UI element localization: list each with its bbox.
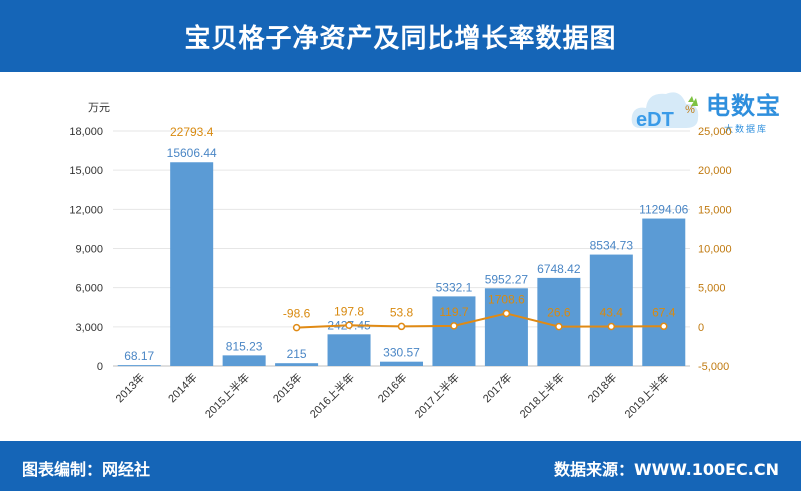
- y-tick-label: 15,000: [69, 165, 103, 177]
- bar-value-label: 8534.73: [590, 239, 634, 253]
- y-tick-label: 3,000: [75, 322, 103, 334]
- x-tick-label: 2016年: [375, 370, 410, 405]
- growth-value-label: -98.6: [283, 307, 311, 321]
- y2-tick-label: 0: [698, 322, 704, 334]
- growth-point: [450, 322, 458, 330]
- y2-tick-label: 20,000: [698, 165, 732, 177]
- bar: [379, 361, 424, 366]
- x-tick-label: 2015上半年: [202, 370, 253, 421]
- bar-value-label: 815.23: [226, 339, 263, 353]
- footer-source: 数据来源：WWW.100EC.CN: [553, 460, 779, 479]
- growth-point: [397, 322, 406, 331]
- bar-value-label: 11294.06: [639, 203, 688, 217]
- bar: [642, 218, 686, 366]
- cloud-icon: eDT: [631, 92, 699, 131]
- bar: [327, 334, 371, 366]
- y2-tick-label: 10,000: [698, 244, 732, 256]
- growth-line: [296, 312, 664, 329]
- x-tick-label: 2017上半年: [412, 370, 463, 421]
- y2-tick-label: 5,000: [698, 283, 726, 295]
- x-tick-label: 2015年: [270, 370, 305, 405]
- growth-value-label: 67.4: [652, 305, 676, 319]
- y2-axis-unit: %: [685, 104, 695, 116]
- bar: [432, 296, 476, 366]
- bar-value-label: 5952.27: [485, 272, 529, 286]
- footer-credit: 图表编制：网经社: [22, 460, 151, 479]
- growth-value-label: 119.7: [439, 305, 468, 319]
- bar-value-label: 68.17: [124, 349, 154, 363]
- x-tick-label: 2014年: [165, 370, 200, 405]
- x-tick-label: 2013年: [112, 370, 147, 405]
- bar: [484, 288, 528, 366]
- growth-point: [607, 322, 616, 331]
- bar-value-label: 15606.44: [167, 146, 217, 160]
- logo-brand: 电数宝: [706, 92, 781, 120]
- bar-value-label: 6748.42: [537, 262, 581, 276]
- chart-area: 18,000 15,000 12,000 9,000 6,000 3,000 0 25,000…: [69, 102, 732, 421]
- growth-value-label: 53.8: [390, 305, 414, 319]
- growth-value-label: 22793.4: [170, 125, 214, 139]
- y-tick-label: 0: [97, 361, 103, 373]
- bar: [117, 365, 161, 367]
- growth-point: [502, 309, 511, 318]
- x-tick-label: 2019上半年: [621, 370, 672, 421]
- y-tick-label: 9,000: [75, 244, 103, 256]
- y-tick-label: 6,000: [75, 283, 103, 295]
- chart-title: 宝贝格子净资产及同比增长率数据图: [0, 0, 801, 72]
- bar-value-label: 330.57: [383, 346, 420, 360]
- growth-point: [345, 321, 353, 330]
- bar: [222, 355, 266, 366]
- y2-tick-label: 15,000: [698, 204, 732, 216]
- x-tick-label: 2017年: [480, 370, 515, 405]
- y2-tick-label: -5,000: [698, 361, 729, 373]
- y-axis-unit: 万元: [88, 102, 110, 114]
- growth-value-label: 197.8: [334, 304, 364, 318]
- x-tick-label: 2018上半年: [516, 370, 567, 421]
- cloud-logo-icon: eDT 电数宝 大数据库: [628, 82, 798, 142]
- x-tick-label: 2018年: [584, 370, 619, 405]
- logo-mark: eDT: [636, 109, 674, 131]
- y-tick-label: 18,000: [69, 126, 103, 138]
- growth-value-label: 26.6: [547, 306, 571, 320]
- bar-value-label: 5332.1: [436, 280, 473, 294]
- footer: 图表编制：网经社 数据来源：WWW.100EC.CN: [0, 441, 801, 491]
- y2-tick-label: 25,000: [698, 126, 732, 138]
- bar-value-label: 215: [287, 347, 307, 361]
- growth-value-label: 43.4: [600, 305, 624, 319]
- growth-point: [292, 323, 301, 332]
- bar: [170, 162, 214, 366]
- y-tick-label: 12,000: [69, 204, 103, 216]
- x-tick-label: 2016上半年: [307, 370, 358, 421]
- growth-point: [660, 322, 668, 331]
- bar: [275, 363, 319, 366]
- logo-subtitle: 大数据库: [724, 125, 769, 135]
- bar: [537, 277, 581, 366]
- growth-value-label: 1708.6: [488, 292, 525, 306]
- bar: [589, 254, 633, 366]
- growth-point: [555, 322, 563, 331]
